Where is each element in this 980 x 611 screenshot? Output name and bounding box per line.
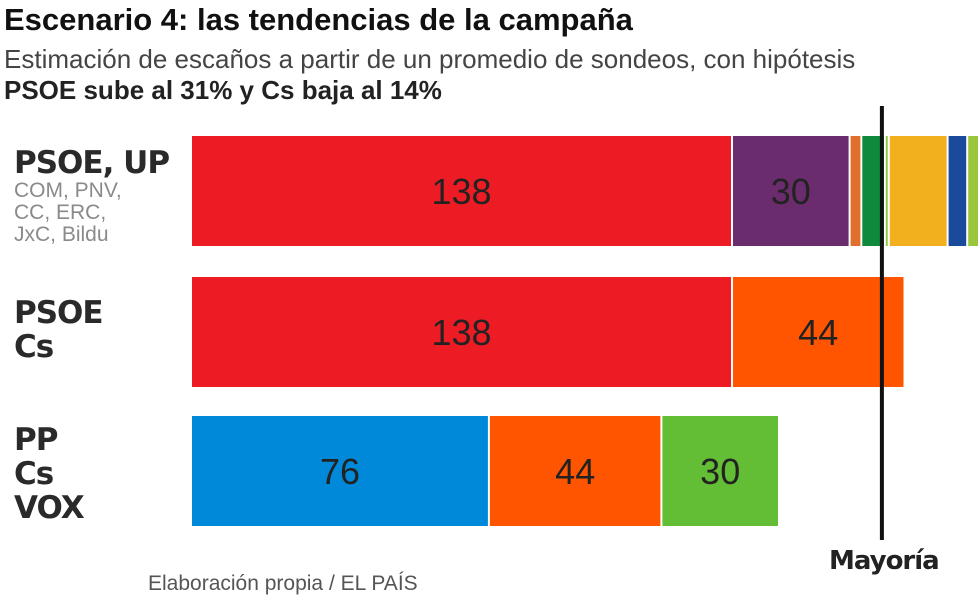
value-label-up-row1: 30 xyxy=(771,171,811,212)
bar-cc-row1 xyxy=(885,136,888,246)
chart-subtitle: Estimación de escaños a partir de un pro… xyxy=(4,44,904,106)
row-sublabel-line: JxC, Bildu xyxy=(14,223,109,246)
value-label-vox-row3: 30 xyxy=(700,451,740,492)
chart-title: Escenario 4: las tendencias de la campañ… xyxy=(4,2,633,37)
row-sublabel-line: CC, ERC, xyxy=(14,201,107,224)
bar-up-row1 xyxy=(733,136,849,246)
value-label-pp-row3: 76 xyxy=(320,451,360,492)
bar-pnv-row1 xyxy=(862,136,884,246)
bar-erc-row1 xyxy=(889,136,947,246)
bar-psoe-row1 xyxy=(192,136,731,246)
majority-label: Mayoría xyxy=(829,546,940,576)
value-label-psoe-row1: 138 xyxy=(431,171,491,212)
bar-com-row1 xyxy=(850,136,861,246)
row-label-line: PSOE xyxy=(14,295,104,331)
row-label-2: PSOE Cs xyxy=(14,295,104,365)
bar-pp-row3 xyxy=(192,416,488,526)
bar-bildu-row1 xyxy=(968,136,978,246)
row-label-line: PSOE, UP xyxy=(14,145,170,181)
value-label-cs-row3: 44 xyxy=(555,451,595,492)
row-label-line: VOX xyxy=(14,490,85,526)
subtitle-bold: PSOE sube al 31% y Cs baja al 14% xyxy=(4,75,442,105)
row-label-3: PP Cs VOX xyxy=(14,422,85,526)
bar-cs-row2 xyxy=(733,277,904,387)
row-sublabel-line: COM, PNV, xyxy=(14,179,122,202)
value-label-cs-row2: 44 xyxy=(798,312,838,353)
bar-jxc-row1 xyxy=(948,136,967,246)
row-label-1: PSOE, UP COM, PNV, CC, ERC, JxC, Bildu xyxy=(14,145,170,246)
row-label-line: Cs xyxy=(14,329,54,365)
value-label-psoe-row2: 138 xyxy=(431,312,491,353)
bar-psoe-row2 xyxy=(192,277,731,387)
source-credit: Elaboración propia / EL PAÍS xyxy=(148,572,418,595)
bar-vox-row3 xyxy=(662,416,778,526)
bar-cs-row3 xyxy=(489,416,661,526)
row-label-line: Cs xyxy=(14,456,54,492)
subtitle-text: Estimación de escaños a partir de un pro… xyxy=(4,44,856,74)
row-label-line: PP xyxy=(14,422,58,458)
